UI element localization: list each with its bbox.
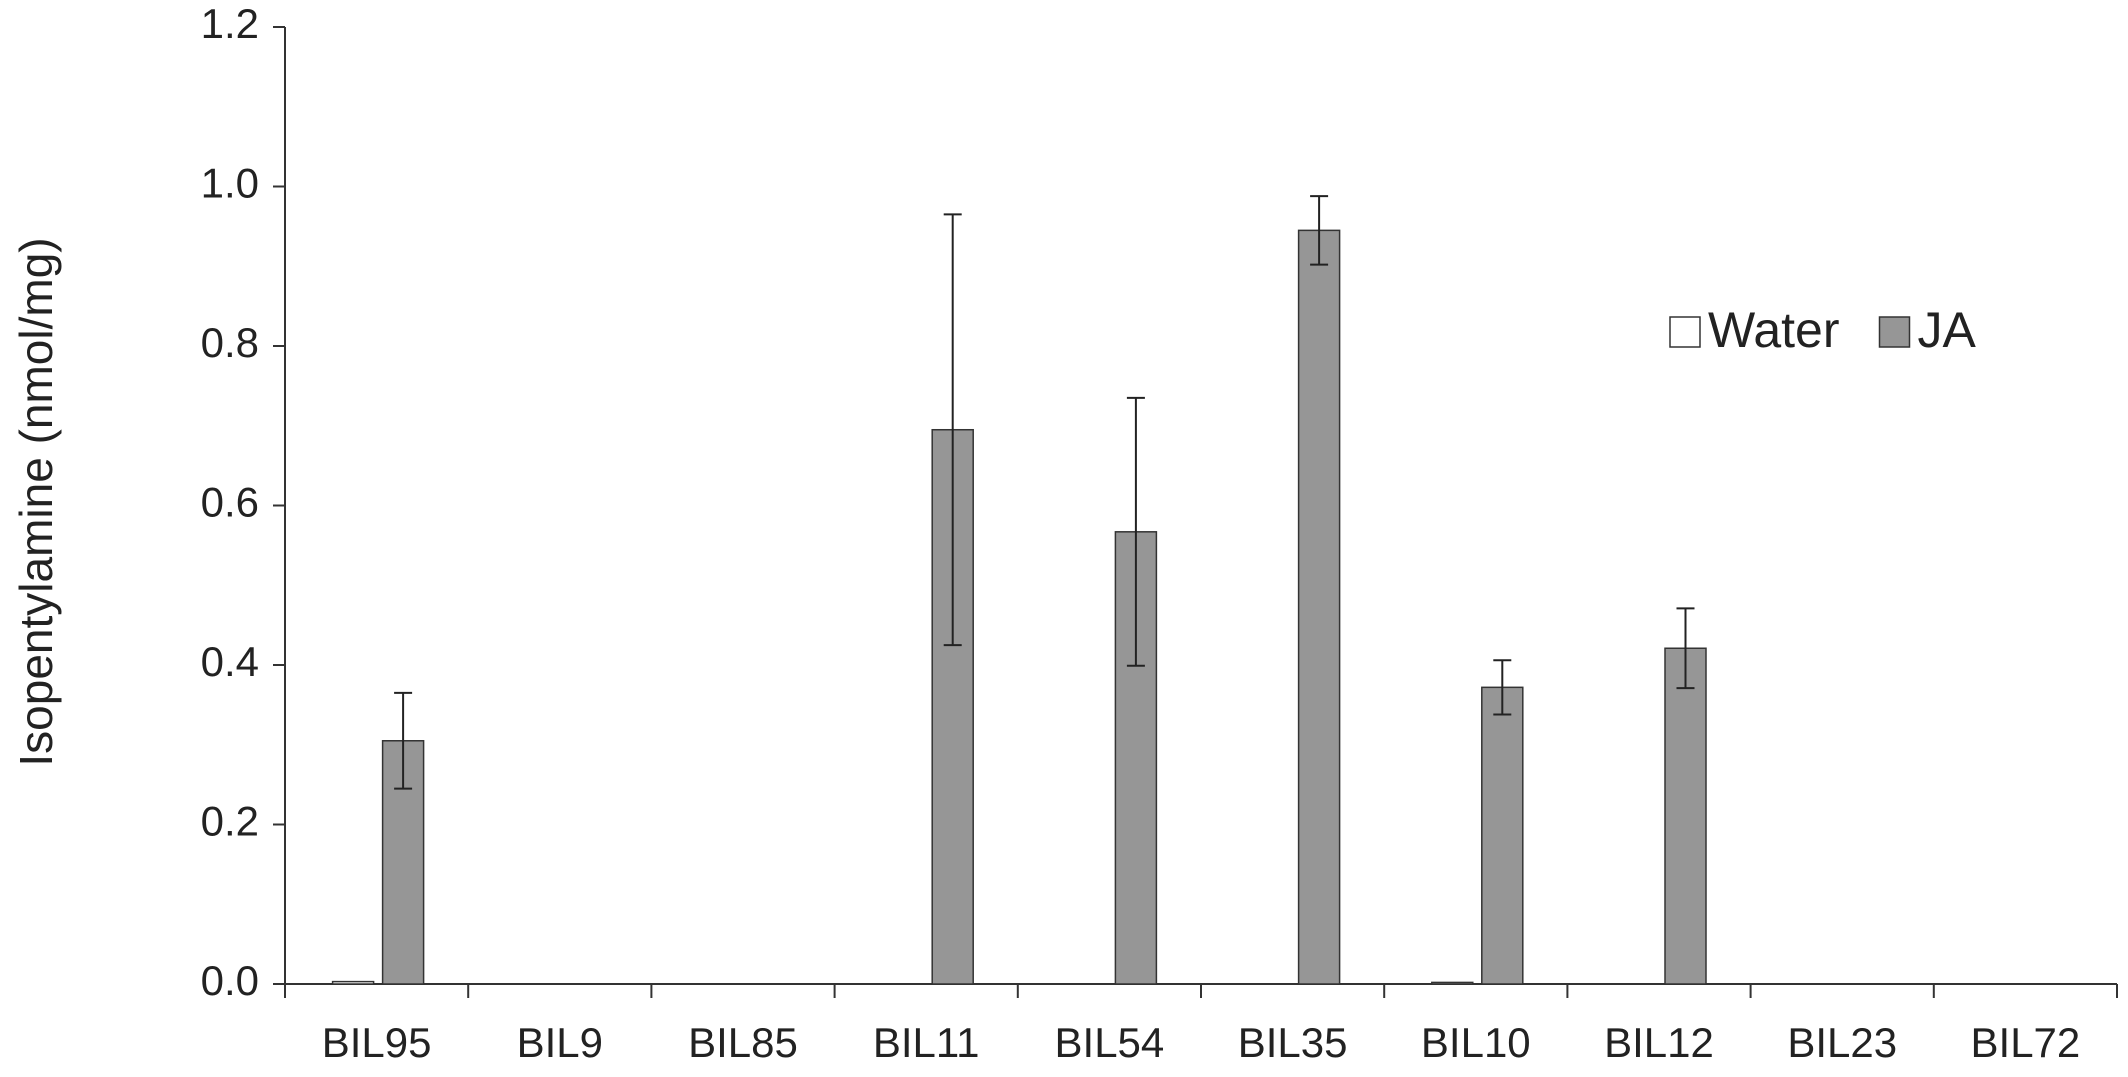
legend-swatch bbox=[1878, 316, 1911, 348]
y-tick-label: 0.2 bbox=[201, 798, 259, 845]
x-tick-label: BIL54 bbox=[1055, 1019, 1165, 1066]
bar bbox=[331, 980, 375, 985]
x-tick-label: BIL10 bbox=[1421, 1019, 1531, 1066]
y-tick-label: 0.8 bbox=[201, 319, 259, 366]
x-tick-label: BIL95 bbox=[322, 1019, 432, 1066]
x-tick-label: BIL23 bbox=[1787, 1019, 1897, 1066]
x-tick-label: BIL9 bbox=[517, 1019, 603, 1066]
y-tick-label: 1.2 bbox=[201, 0, 259, 47]
bar bbox=[1664, 647, 1707, 985]
y-tick-label: 1.0 bbox=[201, 160, 259, 207]
bar bbox=[1114, 531, 1158, 985]
bar bbox=[1431, 981, 1474, 985]
y-tick-label: 0.4 bbox=[201, 638, 259, 685]
y-tick-label: 0.0 bbox=[201, 957, 259, 1004]
x-tick-label: BIL85 bbox=[688, 1019, 798, 1066]
bar bbox=[1481, 686, 1524, 985]
y-axis-label: Isopentylamine (nmol/mg) bbox=[10, 237, 62, 766]
x-tick-label: BIL11 bbox=[873, 1019, 980, 1066]
x-tick-label: BIL72 bbox=[1971, 1019, 2081, 1066]
x-tick-label: BIL12 bbox=[1604, 1019, 1714, 1066]
bar bbox=[1297, 229, 1341, 985]
y-tick-label: 0.6 bbox=[201, 479, 259, 526]
x-tick-label: BIL35 bbox=[1238, 1019, 1348, 1066]
legend-label: JA bbox=[1918, 302, 1977, 358]
legend-swatch bbox=[1669, 316, 1701, 348]
legend-label: Water bbox=[1708, 302, 1840, 358]
